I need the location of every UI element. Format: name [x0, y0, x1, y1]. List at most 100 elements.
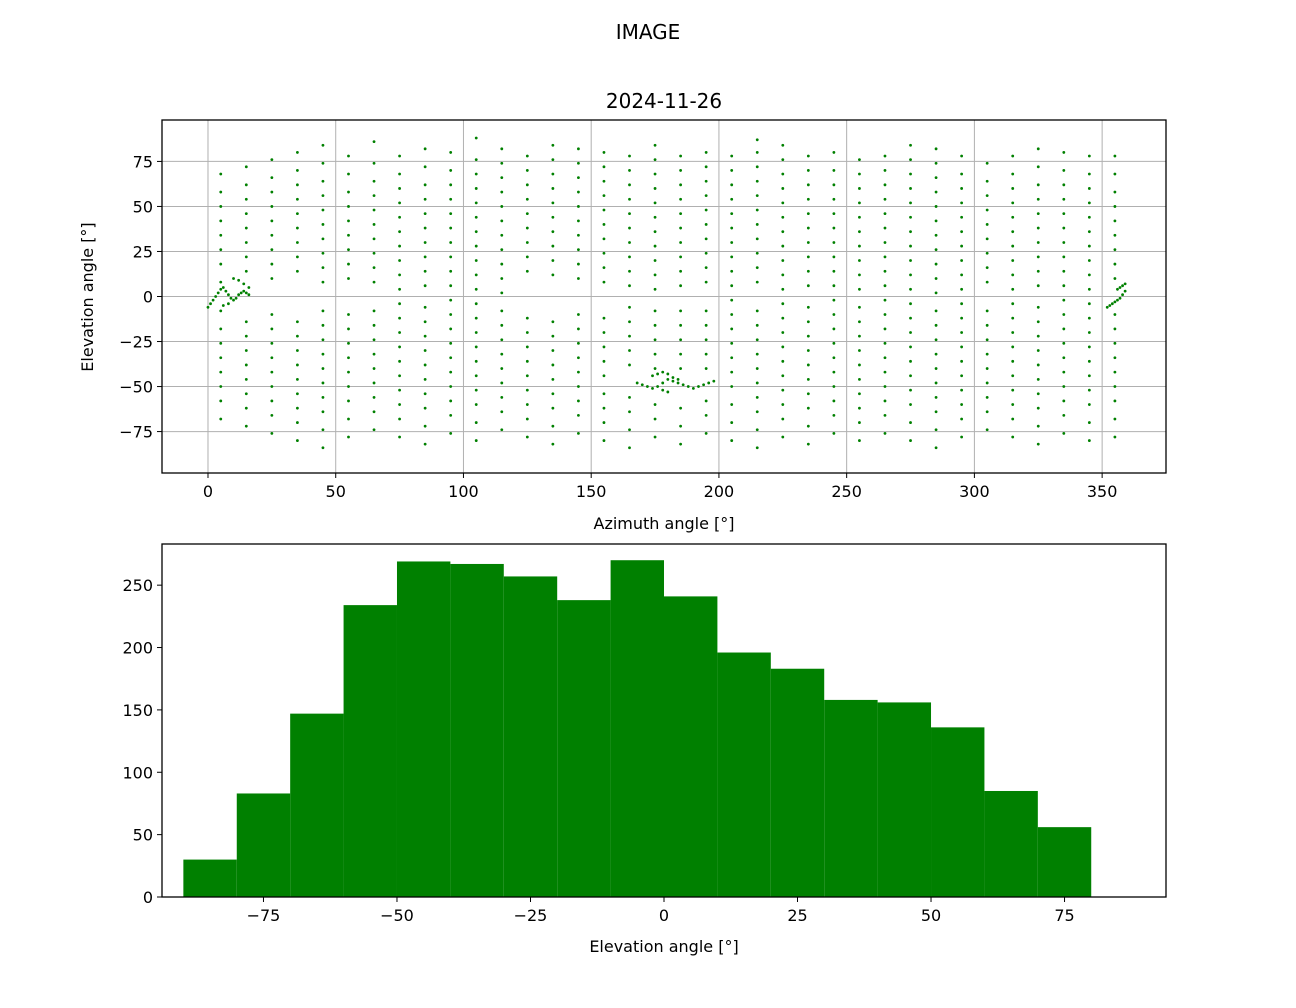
scatter-point [216, 291, 220, 295]
scatter-point [781, 143, 785, 147]
scatter-point [755, 323, 759, 327]
scatter-point [244, 377, 248, 381]
scatter-point [730, 385, 734, 388]
scatter-point [781, 201, 785, 205]
scatter-point [474, 345, 478, 349]
scatter-point [832, 370, 836, 374]
scatter-point [602, 392, 606, 396]
scatter-point [449, 284, 453, 288]
scatter-point [1108, 304, 1112, 307]
scatter-point [551, 215, 555, 219]
scatter-point [602, 359, 606, 363]
scatter-point [656, 385, 660, 388]
scatter-point [679, 338, 683, 342]
scatter-point [474, 359, 478, 363]
scatter-point [602, 439, 606, 442]
scatter-point [653, 215, 657, 219]
scatter-point [221, 286, 225, 289]
scatter-point [321, 428, 325, 432]
scatter-point [474, 201, 478, 205]
scatter-point [295, 406, 299, 410]
scatter-point [781, 417, 785, 421]
scatter-point [1113, 300, 1117, 304]
histogram-x-tick-label: −50 [380, 906, 414, 925]
scatter-point [661, 381, 665, 385]
scatter-point [806, 284, 810, 288]
scatter-point [686, 385, 690, 388]
scatter-point [372, 323, 376, 327]
scatter-point [755, 179, 759, 183]
scatter-point [781, 230, 785, 234]
scatter-point [653, 244, 657, 248]
scatter-point [883, 341, 887, 345]
scatter-point [602, 374, 606, 378]
scatter-point [883, 183, 887, 187]
scatter-point [577, 176, 580, 180]
scatter-point [551, 244, 555, 248]
scatter-point [704, 194, 708, 198]
scatter-point [960, 388, 964, 392]
scatter-point [1113, 233, 1117, 237]
scatter-point [244, 183, 248, 187]
scatter-point [449, 169, 453, 172]
scatter-point [653, 172, 657, 176]
scatter-point [1036, 197, 1040, 201]
scatter-point [234, 296, 238, 300]
scatter-point [295, 226, 299, 230]
scatter-point [1087, 374, 1091, 378]
scatter-point [858, 363, 861, 367]
scatter-point [883, 212, 887, 216]
scatter-point [1036, 147, 1040, 151]
scatter-point [551, 273, 555, 277]
scatter-point [372, 251, 376, 255]
scatter-point [755, 138, 759, 142]
scatter-point [781, 388, 785, 392]
scatter-point [525, 197, 529, 201]
scatter-point [372, 266, 376, 270]
scatter-point [934, 309, 938, 313]
scatter-point [628, 349, 631, 352]
scatter-x-tick-label: 300 [959, 482, 990, 501]
scatter-point [525, 169, 529, 172]
scatter-point [244, 392, 248, 396]
scatter-point [577, 356, 580, 360]
scatter-point [832, 431, 836, 435]
scatter-point [755, 309, 759, 313]
scatter-point [909, 403, 912, 406]
scatter-point [1062, 431, 1066, 435]
scatter-point [755, 223, 759, 226]
scatter-point [1011, 244, 1015, 248]
scatter-point [832, 241, 836, 244]
scatter-point [832, 327, 836, 331]
scatter-point [449, 413, 453, 417]
scatter-point [398, 244, 401, 248]
scatter-point [321, 179, 325, 183]
scatter-point [232, 277, 235, 280]
scatter-point [755, 237, 759, 241]
scatter-point [449, 356, 453, 360]
scatter-y-axis-label: Elevation angle [°] [78, 222, 97, 371]
scatter-point [577, 327, 580, 331]
scatter-point [712, 379, 716, 383]
histogram-y-tick-label: 250 [122, 576, 153, 595]
scatter-point [270, 248, 274, 252]
scatter-x-axis: 0 50 100 150 200 250 300 350 [203, 473, 1117, 501]
scatter-y-tick-label: −25 [119, 333, 153, 352]
scatter-point [270, 219, 274, 223]
scatter-point [1062, 151, 1066, 154]
scatter-point [295, 377, 299, 381]
scatter-point [628, 320, 631, 324]
scatter-point [832, 197, 836, 201]
scatter-point [525, 374, 529, 378]
scatter-point [321, 280, 325, 284]
scatter-point [474, 259, 478, 262]
scatter-point [602, 194, 606, 198]
scatter-point [653, 367, 657, 370]
scatter-point [219, 172, 223, 176]
scatter-point [628, 269, 631, 273]
scatter-point [247, 293, 251, 297]
scatter-point [602, 331, 606, 334]
scatter-point [500, 219, 504, 223]
scatter-point [551, 158, 555, 162]
scatter-point [206, 305, 210, 309]
